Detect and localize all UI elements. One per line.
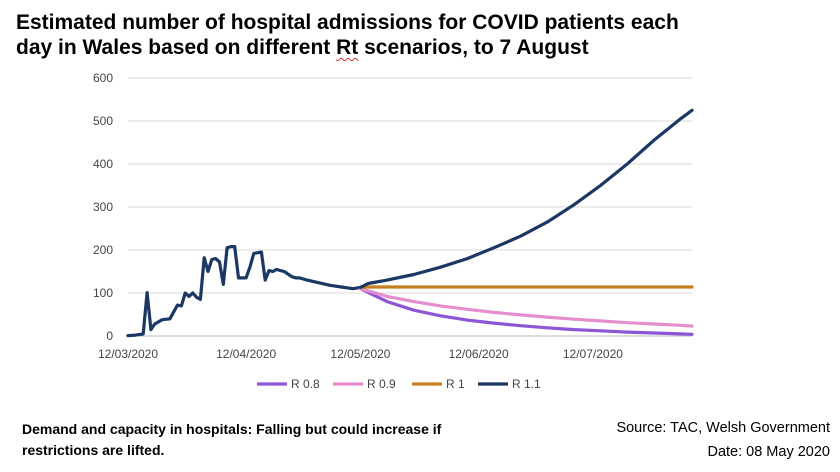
y-tick-label: 0 xyxy=(106,329,113,343)
x-tick-label: 12/07/2020 xyxy=(563,347,623,361)
y-axis-ticks: 0 100 200 300 400 500 600 xyxy=(93,71,113,343)
x-tick-label: 12/06/2020 xyxy=(449,347,509,361)
caption: Demand and capacity in hospitals: Fallin… xyxy=(22,421,442,458)
series-lines xyxy=(126,108,694,338)
date-text: Date: 08 May 2020 xyxy=(707,444,830,460)
title-line-2-post: scenarios, to 7 August xyxy=(358,36,589,59)
legend: R 0.8 R 0.9 R 1 R 1.1 xyxy=(257,377,541,391)
line-chart: 0 100 200 300 400 500 600 12/03/2020 12/04/2020… xyxy=(93,71,694,391)
chart-title: Estimated number of hospital admissions … xyxy=(16,10,816,60)
x-tick-label: 12/04/2020 xyxy=(216,347,276,361)
x-tick-label: 12/03/2020 xyxy=(98,347,158,361)
series-line-r-1-1 xyxy=(358,108,694,289)
title-rt: Rt xyxy=(336,36,359,59)
y-tick-label: 300 xyxy=(93,200,113,214)
y-tick-label: 400 xyxy=(93,157,113,171)
source-text: Source: TAC, Welsh Government xyxy=(616,420,830,436)
y-tick-label: 100 xyxy=(93,286,113,300)
series-line-r-0-8 xyxy=(358,287,694,336)
series-line-r-0-9 xyxy=(358,287,694,328)
title-line-2: day in Wales based on different Rt scena… xyxy=(16,35,816,60)
x-axis-ticks: 12/03/2020 12/04/2020 12/05/2020 12/06/2020… xyxy=(98,347,623,361)
historical-line xyxy=(126,245,363,338)
legend-label: R 0.8 xyxy=(291,377,320,391)
x-tick-label: 12/05/2020 xyxy=(330,347,390,361)
source-block: Source: TAC, Welsh Government Date: 08 M… xyxy=(616,416,830,464)
y-tick-label: 200 xyxy=(93,243,113,257)
legend-label: R 1.1 xyxy=(512,377,541,391)
legend-label: R 1 xyxy=(446,377,465,391)
y-tick-label: 500 xyxy=(93,114,113,128)
title-line-1: Estimated number of hospital admissions … xyxy=(16,11,679,34)
gridlines xyxy=(128,77,692,337)
title-line-2-pre: day in Wales based on different xyxy=(16,36,337,59)
legend-label: R 0.9 xyxy=(367,377,396,391)
y-tick-label: 600 xyxy=(93,71,113,85)
